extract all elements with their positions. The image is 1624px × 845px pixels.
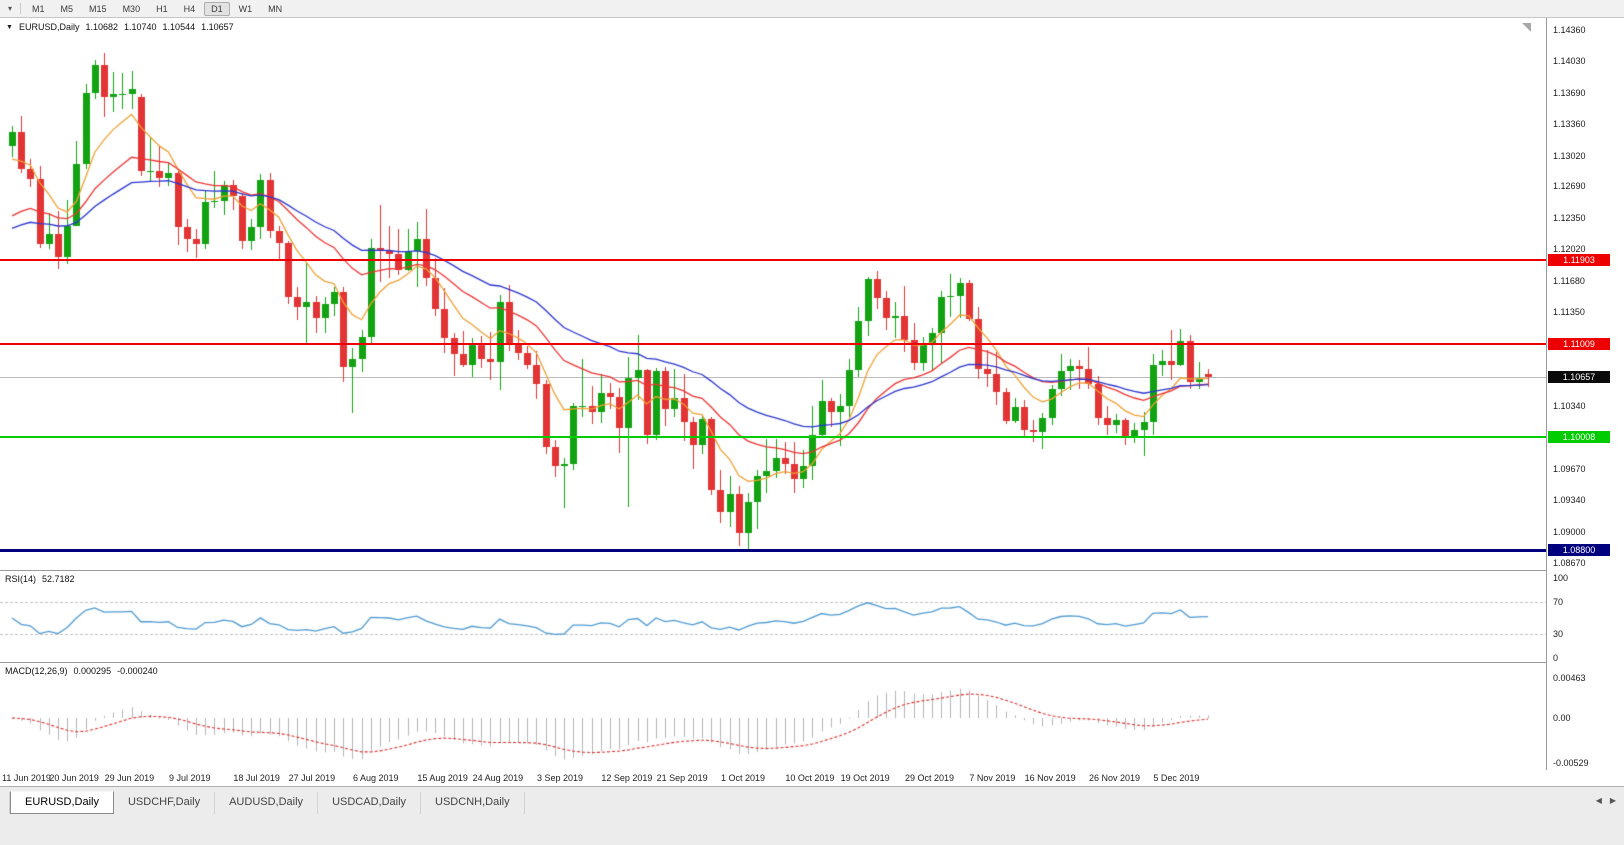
price-tick: 1.09340 [1553,494,1586,505]
rsi-name: RSI(14) [5,574,37,584]
hline-1.10008[interactable] [0,436,1546,439]
price-tick: 1.12020 [1553,244,1586,255]
chart-shift-marker[interactable] [1522,23,1531,32]
date-label: 6 Aug 2019 [353,773,399,783]
current-price-badge: 1.10657 [1548,370,1610,383]
price-badge-1.08800: 1.08800 [1548,544,1610,557]
price-tick: 1.13020 [1553,150,1586,161]
price-tick: 1.08670 [1553,557,1586,568]
macd-axis-label: 0.00463 [1553,673,1586,684]
price-tick: 1.10340 [1553,401,1586,412]
timeframe-h1[interactable]: H1 [156,3,168,14]
price-tick: 1.09000 [1553,526,1586,537]
timeframe-toolbar: ▾ M1 M5 M15 M30 H1 H4 D1 W1 MN [0,0,1624,18]
date-label: 1 Oct 2019 [721,773,766,783]
tab-audusd[interactable]: AUDUSD,Daily [215,792,319,814]
tab-usdchf[interactable]: USDCHF,Daily [114,792,216,814]
timeframe-m15[interactable]: M15 [89,3,107,14]
price-tick: 1.11350 [1553,306,1585,317]
tab-eurusd[interactable]: EURUSD,Daily [10,791,114,814]
ohlc-close: 1.10657 [201,22,234,32]
rsi-panel-separator[interactable] [0,570,1624,571]
tab-usdcnh[interactable]: USDCNH,Daily [421,792,525,814]
macd-label: MACD(12,26,9) 0.000295 -0.000240 [5,666,158,676]
date-label: 19 Oct 2019 [840,773,890,783]
date-label: 29 Jun 2019 [104,773,155,783]
macd-panel-separator[interactable] [0,662,1624,663]
price-badge-1.11903: 1.11903 [1548,254,1610,267]
chart-area: ▼ EURUSD,Daily 1.10682 1.10740 1.10544 1… [0,18,1624,770]
hline-1.08800[interactable] [0,548,1546,552]
date-label: 15 Aug 2019 [417,773,468,783]
ohlc-open: 1.10682 [85,22,118,32]
rsi-axis-label: 70 [1553,597,1564,607]
date-label: 12 Sep 2019 [601,773,653,783]
price-tick: 1.13360 [1553,118,1586,129]
chart-symbol-label: EURUSD,Daily [18,22,80,32]
scroll-right-button[interactable]: ▶ [1609,796,1616,805]
date-label: 9 Jul 2019 [169,773,211,783]
date-label: 27 Jul 2019 [288,773,336,783]
macd-axis-label: 0.00 [1553,713,1571,723]
price-tick: 1.13690 [1553,87,1586,98]
tab-usdcad[interactable]: USDCAD,Daily [318,792,422,814]
date-label: 10 Oct 2019 [785,773,835,783]
timeframe-d1[interactable]: D1 [204,1,230,16]
timeframe-h4[interactable]: H4 [183,3,196,14]
tab-stub [0,792,10,814]
hline-1.11903[interactable] [0,259,1546,262]
date-label: 21 Sep 2019 [656,773,708,783]
timeframe-m5[interactable]: M5 [60,3,74,14]
macd-axis-label: -0.00529 [1553,758,1589,769]
ohlc-low: 1.10544 [162,22,196,32]
price-tick: 1.14030 [1553,56,1586,67]
macd-main-value: 0.000295 [73,666,112,676]
rsi-axis-label: 0 [1553,653,1559,663]
chart-header: ▼ EURUSD,Daily 1.10682 1.10740 1.10544 1… [6,22,234,32]
price-badge-1.10008: 1.10008 [1548,431,1610,444]
date-label: 26 Nov 2019 [1089,773,1141,783]
ohlc-high: 1.10740 [124,22,157,32]
timeframe-m1[interactable]: M1 [32,3,45,14]
date-label: 24 Aug 2019 [472,773,524,783]
timeframe-mn[interactable]: MN [268,3,283,14]
date-label: 11 Jun 2019 [2,773,51,783]
date-label: 20 Jun 2019 [49,773,99,783]
rsi-axis-label: 30 [1553,629,1564,639]
macd-signal-value: -0.000240 [117,666,158,676]
chart-tab-bar: EURUSD,Daily USDCHF,Daily AUDUSD,Daily USDC… [0,791,525,814]
bottom-bar: EURUSD,Daily USDCHF,Daily AUDUSD,Daily USDC… [0,786,1624,845]
date-axis[interactable]: 11 Jun 2019 20 Jun 2019 29 Jun 2019 9 Jul 2… [0,770,1624,786]
date-label: 16 Nov 2019 [1024,773,1076,783]
tab-nav: ◀ ▶ [1596,796,1616,805]
price-tick: 1.09670 [1553,463,1586,474]
toolbar-separator [20,3,22,14]
timeframe-w1[interactable]: W1 [238,3,253,14]
price-tick: 1.12350 [1553,213,1586,224]
price-tick: 1.11680 [1553,275,1585,286]
price-badge-1.11009: 1.11009 [1548,337,1610,350]
price-tick: 1.12690 [1553,181,1586,192]
date-label: 18 Jul 2019 [233,773,280,783]
date-label: 3 Sep 2019 [537,773,584,783]
collapse-arrow-icon[interactable]: ▼ [6,23,13,31]
rsi-axis-label: 100 [1553,573,1569,583]
price-tick: 1.14360 [1553,25,1586,36]
toolbar-dropdown-icon[interactable]: ▾ [8,4,13,13]
timeframe-buttons: M1 M5 M15 M30 H1 H4 D1 W1 MN [25,1,289,16]
scroll-left-button[interactable]: ◀ [1595,796,1602,805]
date-label: 7 Nov 2019 [969,773,1016,783]
timeframe-m30[interactable]: M30 [122,3,141,14]
rsi-label: RSI(14) 52.7182 [5,574,75,584]
price-axis[interactable]: 1.11903 1.11009 1.10008 1.08800 1.10657 1.143… [1546,18,1624,770]
date-label: 29 Oct 2019 [905,773,955,783]
macd-name: MACD(12,26,9) [5,666,68,676]
hline-1.11009[interactable] [0,342,1546,345]
date-label: 5 Dec 2019 [1153,773,1200,783]
price-chart-canvas[interactable] [0,18,1546,770]
rsi-value: 52.7182 [42,574,75,584]
